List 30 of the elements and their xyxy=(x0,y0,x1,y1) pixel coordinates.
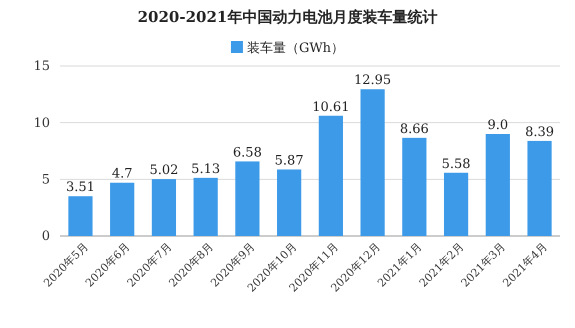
data-label: 12.95 xyxy=(354,73,392,88)
y-tick-label: 15 xyxy=(33,59,50,74)
legend-label: 装车量（GWh） xyxy=(246,41,344,56)
y-tick-label: 10 xyxy=(33,116,50,131)
bar xyxy=(402,138,426,236)
data-label: 9.0 xyxy=(487,118,508,133)
data-label: 5.02 xyxy=(149,163,178,178)
data-label: 8.39 xyxy=(525,124,554,140)
bar xyxy=(360,89,385,236)
bar xyxy=(486,134,510,236)
y-tick-label: 5 xyxy=(42,172,50,188)
data-label: 8.66 xyxy=(400,122,429,137)
data-label: 6.58 xyxy=(232,145,262,160)
bar xyxy=(194,178,218,236)
y-tick-label: 0 xyxy=(42,229,50,244)
bar xyxy=(110,182,134,236)
data-label: 5.13 xyxy=(191,162,220,177)
bar xyxy=(68,196,93,236)
data-label: 4.7 xyxy=(112,166,133,182)
data-label: 3.51 xyxy=(66,180,95,196)
bar xyxy=(444,172,468,236)
data-label: 5.87 xyxy=(274,153,304,168)
chart-title: 2020-2021年中国动力电池月度装车量统计 xyxy=(138,8,438,26)
bar xyxy=(152,179,176,236)
bar xyxy=(235,161,260,236)
bar xyxy=(318,116,343,236)
data-label: 5.58 xyxy=(442,156,471,172)
data-label: 10.61 xyxy=(312,100,350,115)
bar xyxy=(277,169,302,236)
bar xyxy=(527,140,552,236)
